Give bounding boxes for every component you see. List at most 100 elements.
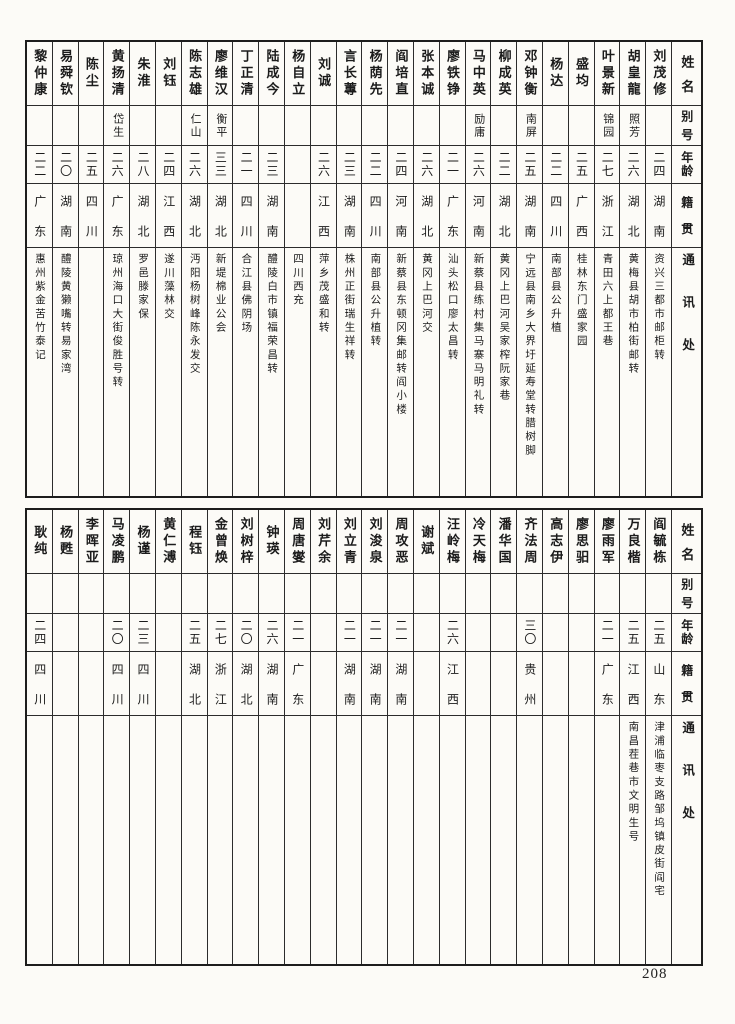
header-origin: 籍贯 (672, 652, 701, 716)
entry-column: 钟瑛 二六 湖南 (258, 510, 285, 964)
cell-origin: 江西 (620, 652, 646, 716)
cell-origin: 广东 (439, 184, 465, 248)
cell-alias (388, 106, 414, 146)
cell-name: 柳成英 (491, 42, 517, 106)
cell-origin: 四川 (543, 184, 568, 248)
entry-column: 杨谨 二三 四川 (129, 510, 156, 964)
cell-name: 杨达 (543, 42, 568, 106)
cell-address: 黄冈上巴河吴家榨阮家巷 (498, 253, 510, 404)
cell-address: 南昌茬巷市文明生号 (627, 721, 639, 844)
cell-origin: 湖北 (130, 184, 156, 248)
cell-age: 二五 (646, 614, 671, 652)
cell-alias (620, 574, 646, 614)
cell-age (414, 614, 439, 652)
cell-age: 二〇 (104, 614, 130, 652)
cell-age: 二六 (181, 146, 207, 184)
cell-age: 二一 (362, 614, 388, 652)
cell-age (568, 614, 594, 652)
cell-alias (78, 106, 104, 146)
cell-address (595, 716, 620, 964)
cell-origin: 湖北 (233, 652, 259, 716)
entry-column: 杨达 二二 四川 南部县公升植 (542, 42, 568, 496)
cell-age: 二五 (568, 146, 594, 184)
entry-column: 张本诚 二六 湖北 黄冈上巴河交 (413, 42, 439, 496)
cell-age (285, 146, 310, 184)
cell-origin: 山东 (646, 652, 671, 716)
cell-name: 冷天梅 (465, 510, 491, 574)
cell-age: 二六 (104, 146, 130, 184)
entry-column: 高志伊 (542, 510, 568, 964)
cell-name: 齐法周 (517, 510, 543, 574)
cell-address (79, 248, 104, 496)
cell-origin (491, 652, 517, 716)
cell-alias (568, 574, 594, 614)
cell-age: 二四 (27, 614, 52, 652)
cell-age: 二二 (491, 146, 517, 184)
cell-name: 杨自立 (285, 42, 310, 106)
cell-age: 二三 (130, 614, 156, 652)
cell-origin: 湖南 (388, 652, 414, 716)
entry-column: 胡皇龍 照芳 二六 湖北 黄梅县胡市柏街邮转 (619, 42, 646, 496)
cell-address: 桂林东门盛家园 (575, 253, 587, 349)
cell-age: 二五 (78, 146, 104, 184)
cell-name: 陈尘 (78, 42, 104, 106)
cell-name: 廖维汉 (207, 42, 233, 106)
cell-origin (285, 184, 310, 248)
cell-name: 马凌鹏 (104, 510, 130, 574)
header-alias: 别号 (672, 574, 701, 614)
entry-column: 言长蓴 二三 湖南 株州正街瑞生祥转 (335, 42, 362, 496)
cell-alias (336, 106, 362, 146)
cell-name: 邓钟衡 (517, 42, 543, 106)
header-address: 通讯处 (680, 253, 695, 381)
entry-column: 廖思驲 (567, 510, 594, 964)
cell-age: 三〇 (517, 614, 543, 652)
cell-alias (52, 574, 78, 614)
entry-column: 杨荫先 二二 四川 南部县公升植转 (361, 42, 388, 496)
entry-column: 廖铁铮 二一 广东 汕头松口廖太昌转 (438, 42, 465, 496)
cell-address (337, 716, 362, 964)
cell-address: 萍乡茂盛和转 (317, 253, 329, 335)
cell-address: 新蔡县练村集马寨马明礼转 (472, 253, 484, 417)
cell-origin (156, 652, 181, 716)
cell-alias (543, 106, 568, 146)
cell-name: 耿纯 (27, 510, 52, 574)
cell-origin (465, 652, 491, 716)
entry-column: 叶景新 锦园 二七 浙江 青田六上都王巷 (593, 42, 620, 496)
cell-name: 刘钰 (156, 42, 181, 106)
entry-column: 阎培直 二四 河南 新蔡县东顿冈集邮转阎小楼 (387, 42, 414, 496)
cell-origin: 湖北 (491, 184, 517, 248)
cell-address: 新堤棉业公会 (214, 253, 226, 335)
header-name: 姓名 (672, 42, 701, 106)
cell-origin: 湖南 (336, 652, 362, 716)
entry-column: 刘茂修 二四 湖南 资兴三都市邮柜转 (645, 42, 671, 496)
entry-column: 杨甦 (51, 510, 78, 964)
entry-column: 周攻恶 二一 湖南 (387, 510, 414, 964)
cell-address: 遂川藻林交 (162, 253, 174, 322)
entry-column: 廖雨军 二一 广东 (593, 510, 620, 964)
cell-name: 胡皇龍 (620, 42, 646, 106)
cell-alias: 南屏 (517, 106, 543, 146)
cell-alias (27, 106, 52, 146)
cell-address: 罗邑滕家保 (137, 253, 149, 322)
cell-address (543, 716, 568, 964)
cell-alias (388, 574, 414, 614)
entry-column: 陈志雄 仁山 二六 湖北 沔阳杨树峰陈永发交 (180, 42, 207, 496)
entry-column: 刘钰 二四 江西 遂川藻林交 (155, 42, 181, 496)
cell-alias (233, 574, 259, 614)
cell-name: 张本诚 (414, 42, 439, 106)
cell-name: 潘华国 (491, 510, 517, 574)
cell-name: 朱淮 (130, 42, 156, 106)
cell-origin: 湖南 (259, 184, 285, 248)
cell-address: 津浦临枣支路邹坞镇皮街阎宅 (653, 721, 665, 899)
cell-address: 惠州紫金苦竹泰记 (33, 253, 45, 363)
cell-name: 黄扬清 (104, 42, 130, 106)
cell-alias (414, 574, 439, 614)
cell-address (466, 716, 491, 964)
cell-address (440, 716, 465, 964)
cell-age (543, 614, 568, 652)
cell-origin: 广西 (568, 184, 594, 248)
entry-column: 程钰 二五 湖北 (180, 510, 207, 964)
page-number: 208 (642, 966, 668, 982)
cell-alias (491, 106, 517, 146)
cell-age: 二六 (465, 146, 491, 184)
